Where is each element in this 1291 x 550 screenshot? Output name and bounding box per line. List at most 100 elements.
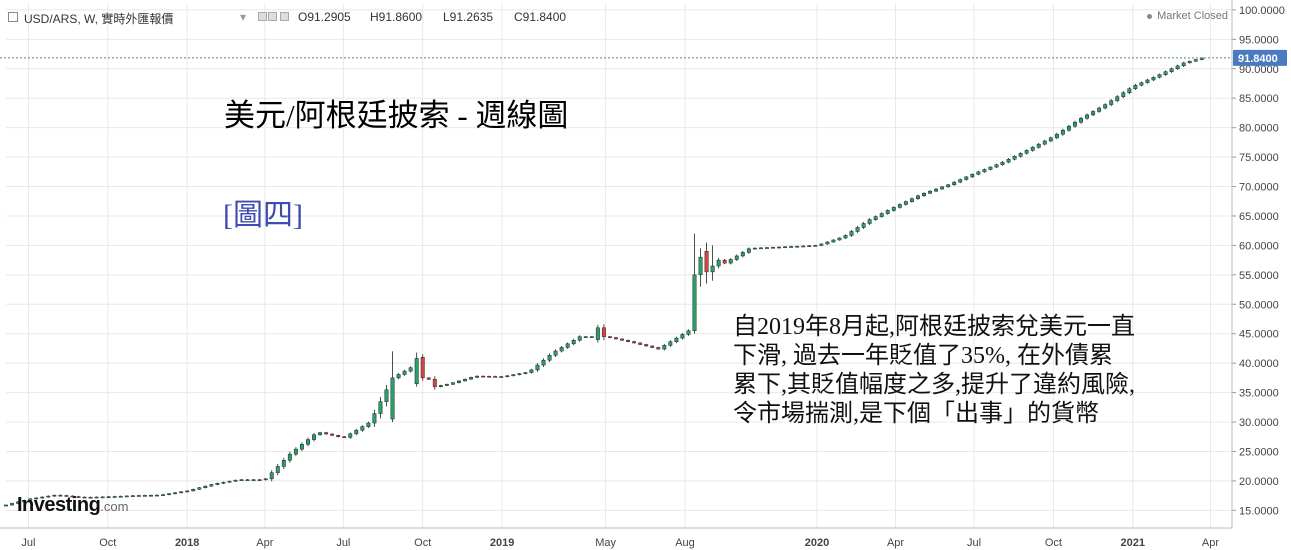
eye-icon[interactable]	[258, 12, 267, 21]
candle-body	[825, 241, 830, 245]
candle-body	[801, 245, 806, 248]
candle-body	[396, 374, 401, 379]
candle-body	[928, 190, 932, 194]
close-icon[interactable]	[280, 12, 289, 21]
logo-sub: .com	[100, 499, 129, 514]
candle-body	[740, 252, 745, 257]
x-tick-label: Oct	[1045, 537, 1062, 549]
candle-body	[275, 466, 280, 473]
candle-body	[366, 422, 371, 427]
candle-body	[674, 337, 679, 342]
candle-body	[994, 164, 999, 168]
candle-body	[861, 223, 866, 228]
candle-body	[650, 345, 655, 348]
candle-body	[571, 339, 576, 345]
candle-body	[245, 479, 250, 481]
candle-body	[330, 433, 335, 436]
candle-body	[758, 247, 763, 250]
candle-body	[970, 174, 975, 178]
candle-body	[136, 495, 141, 497]
candle-body	[203, 485, 208, 488]
candle-body	[813, 245, 818, 247]
symbol-label[interactable]: USD/ARS, W, 實時外匯報價	[24, 12, 174, 26]
x-tick-label: May	[595, 537, 616, 549]
candle-body	[692, 274, 697, 332]
candle-body	[1085, 114, 1090, 119]
candle-body	[1066, 125, 1071, 131]
candle-body	[1000, 161, 1005, 165]
candle-body	[873, 216, 878, 220]
candle-body	[505, 375, 510, 378]
annotation-line: 自2019年8月起,阿根廷披索兌美元一直	[733, 314, 1135, 340]
chart-toolbar: USD/ARS, W, 實時外匯報價 ▾ O91.2905 H91.8600 L…	[0, 0, 1232, 34]
y-tick-label: 30.0000	[1239, 417, 1279, 429]
candle-body	[432, 378, 437, 387]
candle-body	[1193, 59, 1198, 62]
candle-body	[1079, 118, 1083, 123]
annotation-tag: [圖四]	[223, 199, 303, 232]
candle-body	[867, 219, 872, 224]
candle-body	[698, 256, 703, 276]
settings-icon[interactable]	[268, 12, 277, 21]
candle-body	[1103, 104, 1108, 109]
candle-body	[922, 193, 926, 197]
candle-body	[722, 259, 727, 264]
candle-body	[1054, 133, 1059, 139]
y-tick-label: 60.0000	[1239, 240, 1279, 252]
candle-body	[46, 495, 51, 498]
candle-body	[354, 429, 359, 435]
candle-body	[112, 496, 117, 498]
candle-body	[233, 479, 238, 482]
candle-body	[1060, 129, 1065, 135]
candle-body	[378, 401, 383, 414]
candle-body	[106, 496, 111, 499]
candle-body	[28, 498, 33, 501]
candle-body	[384, 389, 389, 402]
y-tick-label: 100.0000	[1239, 5, 1285, 17]
candle-body	[408, 367, 413, 372]
candle-body	[855, 227, 860, 232]
x-tick-label: Jul	[967, 537, 981, 549]
y-tick-label: 65.0000	[1239, 211, 1279, 223]
candle-body	[1157, 74, 1162, 78]
candle-body	[10, 503, 14, 506]
candle-body	[239, 479, 244, 481]
annotation-line: 累下,其貶值幅度之多,提升了違約風險,	[733, 372, 1135, 398]
candle-body	[481, 375, 486, 378]
candle-body	[58, 494, 63, 497]
candle-body	[577, 336, 582, 341]
collapse-icon[interactable]	[8, 12, 18, 22]
x-tick-label: Apr	[1202, 537, 1219, 549]
candle-body	[638, 342, 643, 345]
candle-body	[837, 237, 842, 241]
chevron-down-icon[interactable]: ▾	[240, 10, 247, 24]
candle-body	[312, 434, 316, 440]
ohlc-open: O91.2905	[298, 10, 351, 24]
candle-body	[209, 484, 214, 487]
x-tick-label: 2020	[805, 537, 829, 549]
candle-body	[819, 243, 824, 246]
candle-body	[849, 231, 854, 236]
candle-body	[179, 491, 184, 494]
candle-body	[167, 493, 172, 495]
x-tick-label: Oct	[99, 537, 116, 549]
candle-body	[656, 347, 661, 350]
candle-body	[535, 364, 540, 371]
candle-body	[318, 432, 322, 436]
candle-body	[680, 334, 685, 339]
candle-body	[457, 380, 461, 383]
candle-body	[88, 496, 93, 499]
candle-body	[64, 495, 69, 497]
candle-body	[565, 343, 570, 348]
candle-body	[595, 327, 600, 340]
candle-body	[161, 494, 165, 496]
candle-body	[221, 481, 226, 484]
y-tick-label: 40.0000	[1239, 358, 1279, 370]
candle-body	[324, 432, 329, 435]
x-tick-label: Jul	[336, 537, 350, 549]
candle-body	[463, 378, 467, 382]
candle-body	[438, 385, 443, 387]
ohlc-close: C91.8400	[514, 10, 567, 24]
candle-body	[1048, 137, 1053, 142]
